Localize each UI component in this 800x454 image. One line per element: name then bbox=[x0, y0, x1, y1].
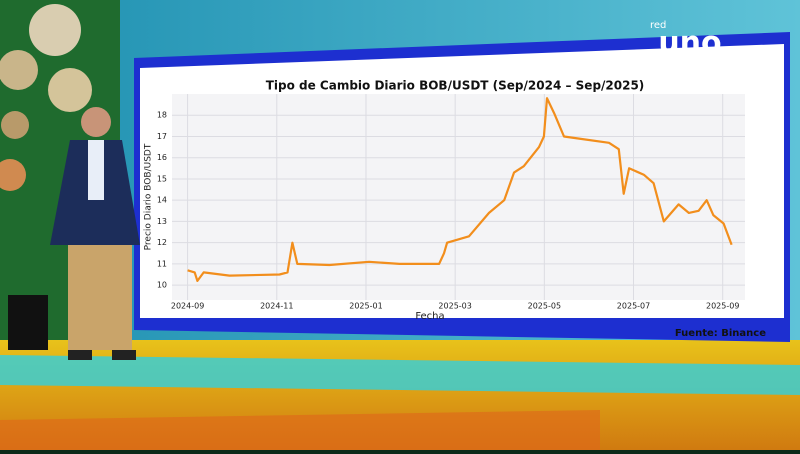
y-tick-label: 18 bbox=[157, 111, 167, 120]
source-note: Fuente: Binance bbox=[675, 328, 766, 339]
logo-main: uno bbox=[658, 26, 721, 61]
x-tick-label: 2025-05 bbox=[528, 302, 561, 311]
y-tick-label: 10 bbox=[157, 281, 167, 290]
floor-light bbox=[0, 355, 800, 395]
decor bbox=[0, 159, 26, 191]
x-tick-label: 2025-01 bbox=[349, 302, 382, 311]
y-tick-label: 15 bbox=[157, 174, 167, 183]
plot-area bbox=[172, 94, 745, 300]
x-tick-label: 2025-03 bbox=[438, 302, 471, 311]
y-tick-label: 13 bbox=[157, 217, 167, 226]
stage-light bbox=[8, 295, 48, 350]
y-tick-label: 12 bbox=[157, 238, 167, 247]
x-tick-label: 2024-09 bbox=[171, 302, 204, 311]
logo-small: red bbox=[650, 20, 666, 31]
floor-stripe bbox=[0, 410, 600, 450]
y-tick-label: 11 bbox=[157, 259, 167, 268]
x-tick-label: 2025-09 bbox=[706, 302, 739, 311]
y-axis-label: Precio Diario BOB/USDT bbox=[144, 143, 154, 250]
y-tick-label: 14 bbox=[157, 196, 167, 205]
x-tick-label: 2025-07 bbox=[617, 302, 650, 311]
x-tick-label: 2024-11 bbox=[260, 302, 293, 311]
decor bbox=[0, 50, 38, 90]
chart-title: Tipo de Cambio Diario BOB/USDT (Sep/2024… bbox=[266, 79, 645, 93]
x-axis-label: Fecha bbox=[415, 311, 444, 322]
data-line bbox=[187, 97, 733, 282]
y-tick-label: 16 bbox=[157, 153, 167, 162]
y-tick-label: 17 bbox=[157, 132, 167, 141]
decor bbox=[48, 68, 92, 112]
decor bbox=[29, 4, 81, 56]
presenter bbox=[50, 107, 140, 360]
decor bbox=[1, 111, 29, 139]
